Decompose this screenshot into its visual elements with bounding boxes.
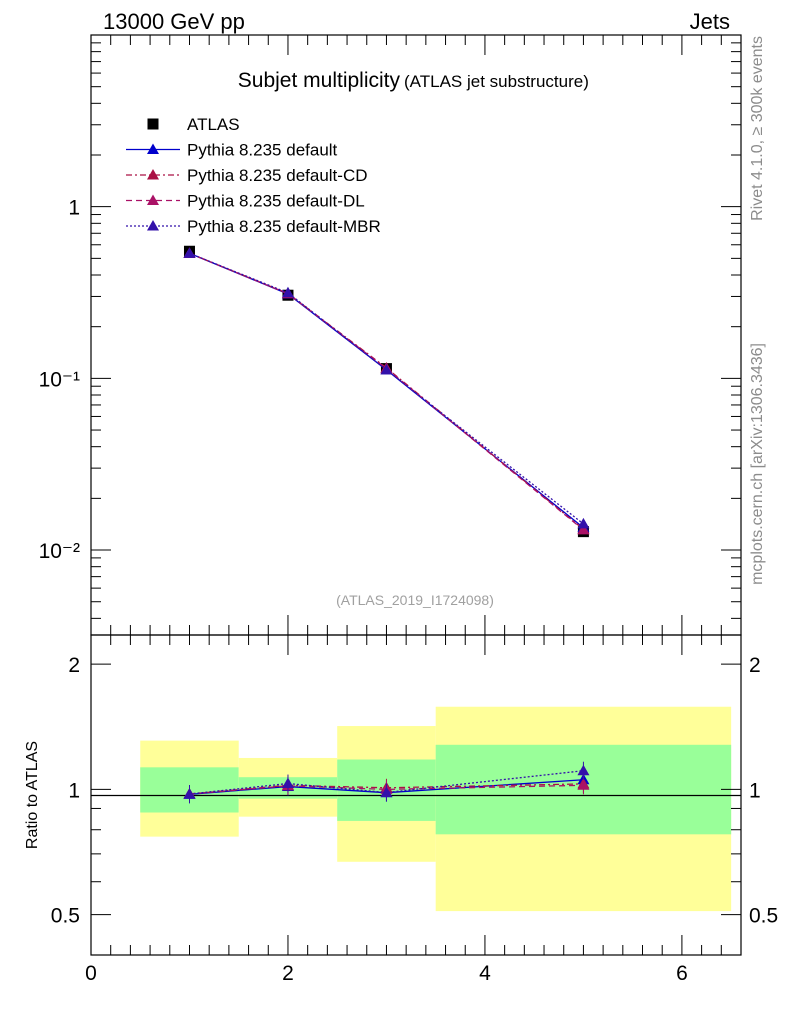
ratio-point-series-3 — [281, 777, 294, 789]
data-point-series-4 — [281, 286, 294, 298]
header-right: Jets — [690, 9, 730, 34]
ratio-y-tick-label-left: 1 — [68, 779, 80, 802]
series-line-4 — [189, 252, 584, 525]
axis-ticks — [90, 34, 741, 956]
ratio-line-2 — [189, 784, 584, 795]
series-line-1 — [189, 252, 584, 529]
data-point-series-4 — [577, 517, 590, 529]
legend-label: Pythia 8.235 default-DL — [187, 192, 365, 211]
ratio-point-series-3 — [380, 786, 393, 798]
x-tick-label: 2 — [282, 962, 294, 985]
data-point-series-4 — [380, 363, 393, 375]
ratio-y-tick-label-right: 1 — [749, 779, 761, 802]
legend-marker — [147, 143, 159, 154]
legend: ATLAS Pythia 8.235 default Pythia 8.235 de… — [126, 115, 381, 236]
legend-marker — [147, 194, 159, 205]
legend-label: ATLAS — [187, 115, 240, 134]
data-point-series-3 — [577, 523, 590, 535]
main-y-tick-label: 10⁻² — [39, 540, 80, 563]
header-left: 13000 GeV pp — [103, 9, 245, 34]
x-tick-label: 6 — [676, 962, 688, 985]
ratio-line-3 — [189, 770, 584, 795]
x-tick-label: 4 — [479, 962, 491, 985]
tick-labels: 1 10⁻¹ 10⁻² 0.5 0.5 1 1 2 2 0 2 4 6 — [39, 197, 779, 985]
x-tick-label: 0 — [85, 962, 97, 985]
legend-marker-atlas — [147, 118, 159, 130]
ratio-point-series-2 — [577, 779, 590, 790]
legend-label: Pythia 8.235 default-CD — [187, 166, 368, 185]
legend-label: Pythia 8.235 default — [187, 141, 338, 160]
ratio-y-tick-label-left: 2 — [68, 654, 80, 677]
series-line-2 — [189, 252, 584, 530]
main-y-tick-label: 10⁻¹ — [39, 368, 80, 391]
legend-label: Pythia 8.235 default-MBR — [187, 217, 381, 236]
analysis-watermark: (ATLAS_2019_I1724098) — [336, 592, 494, 608]
ratio-series-group — [183, 761, 590, 804]
ratio-y-tick-label-right: 2 — [749, 654, 761, 677]
side-note-mcplots: mcplots.cern.ch [arXiv:1306.3436] — [749, 343, 766, 585]
main-y-tick-label: 1 — [68, 197, 80, 220]
chart-subtitle: (ATLAS jet substructure) — [404, 72, 589, 91]
legend-marker — [147, 220, 159, 231]
data-point-series-4 — [183, 247, 196, 258]
ratio-point-series-3 — [183, 787, 196, 799]
ratio-y-tick-label-right: 0.5 — [749, 905, 778, 928]
ratio-uncertainty-bands — [140, 706, 732, 912]
legend-marker — [147, 169, 159, 180]
ratio-y-tick-label-left: 0.5 — [51, 905, 80, 928]
ratio-line-1 — [189, 783, 584, 795]
chart-title: Subjet multiplicity — [238, 69, 401, 92]
ratio-y-axis-label: Ratio to ATLAS — [24, 741, 41, 849]
ratio-point-series-3 — [577, 764, 590, 776]
side-note-rivet: Rivet 4.1.0, ≥ 300k events — [749, 36, 766, 221]
main-series-group — [183, 245, 590, 538]
series-line-3 — [189, 252, 584, 531]
